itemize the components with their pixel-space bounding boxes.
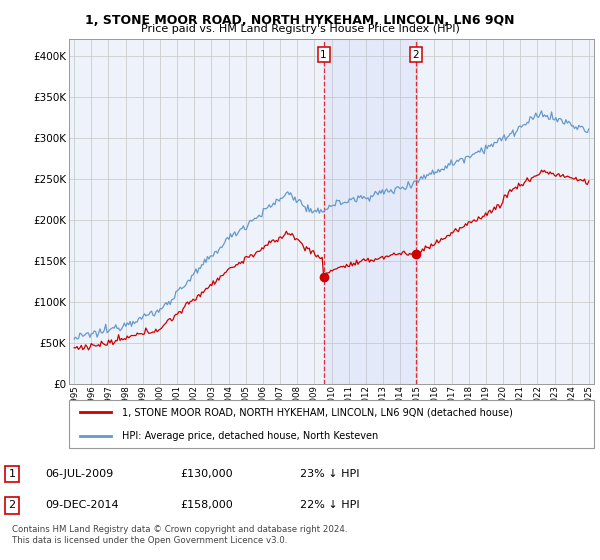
Text: HPI: Average price, detached house, North Kesteven: HPI: Average price, detached house, Nort… bbox=[121, 431, 378, 441]
Text: 1: 1 bbox=[320, 50, 327, 60]
Text: 06-JUL-2009: 06-JUL-2009 bbox=[45, 469, 113, 479]
Text: £158,000: £158,000 bbox=[180, 501, 233, 510]
Text: 2: 2 bbox=[413, 50, 419, 60]
Text: 1, STONE MOOR ROAD, NORTH HYKEHAM, LINCOLN, LN6 9QN (detached house): 1, STONE MOOR ROAD, NORTH HYKEHAM, LINCO… bbox=[121, 407, 512, 417]
Text: 22% ↓ HPI: 22% ↓ HPI bbox=[300, 501, 359, 510]
FancyBboxPatch shape bbox=[69, 400, 594, 448]
Text: Contains HM Land Registry data © Crown copyright and database right 2024.
This d: Contains HM Land Registry data © Crown c… bbox=[12, 525, 347, 544]
Text: 1, STONE MOOR ROAD, NORTH HYKEHAM, LINCOLN, LN6 9QN: 1, STONE MOOR ROAD, NORTH HYKEHAM, LINCO… bbox=[85, 14, 515, 27]
Text: 23% ↓ HPI: 23% ↓ HPI bbox=[300, 469, 359, 479]
Text: 2: 2 bbox=[8, 501, 16, 510]
Text: £130,000: £130,000 bbox=[180, 469, 233, 479]
Text: 09-DEC-2014: 09-DEC-2014 bbox=[45, 501, 119, 510]
Text: Price paid vs. HM Land Registry's House Price Index (HPI): Price paid vs. HM Land Registry's House … bbox=[140, 24, 460, 34]
Bar bbox=[323, 39, 416, 384]
Text: 1: 1 bbox=[8, 469, 16, 479]
